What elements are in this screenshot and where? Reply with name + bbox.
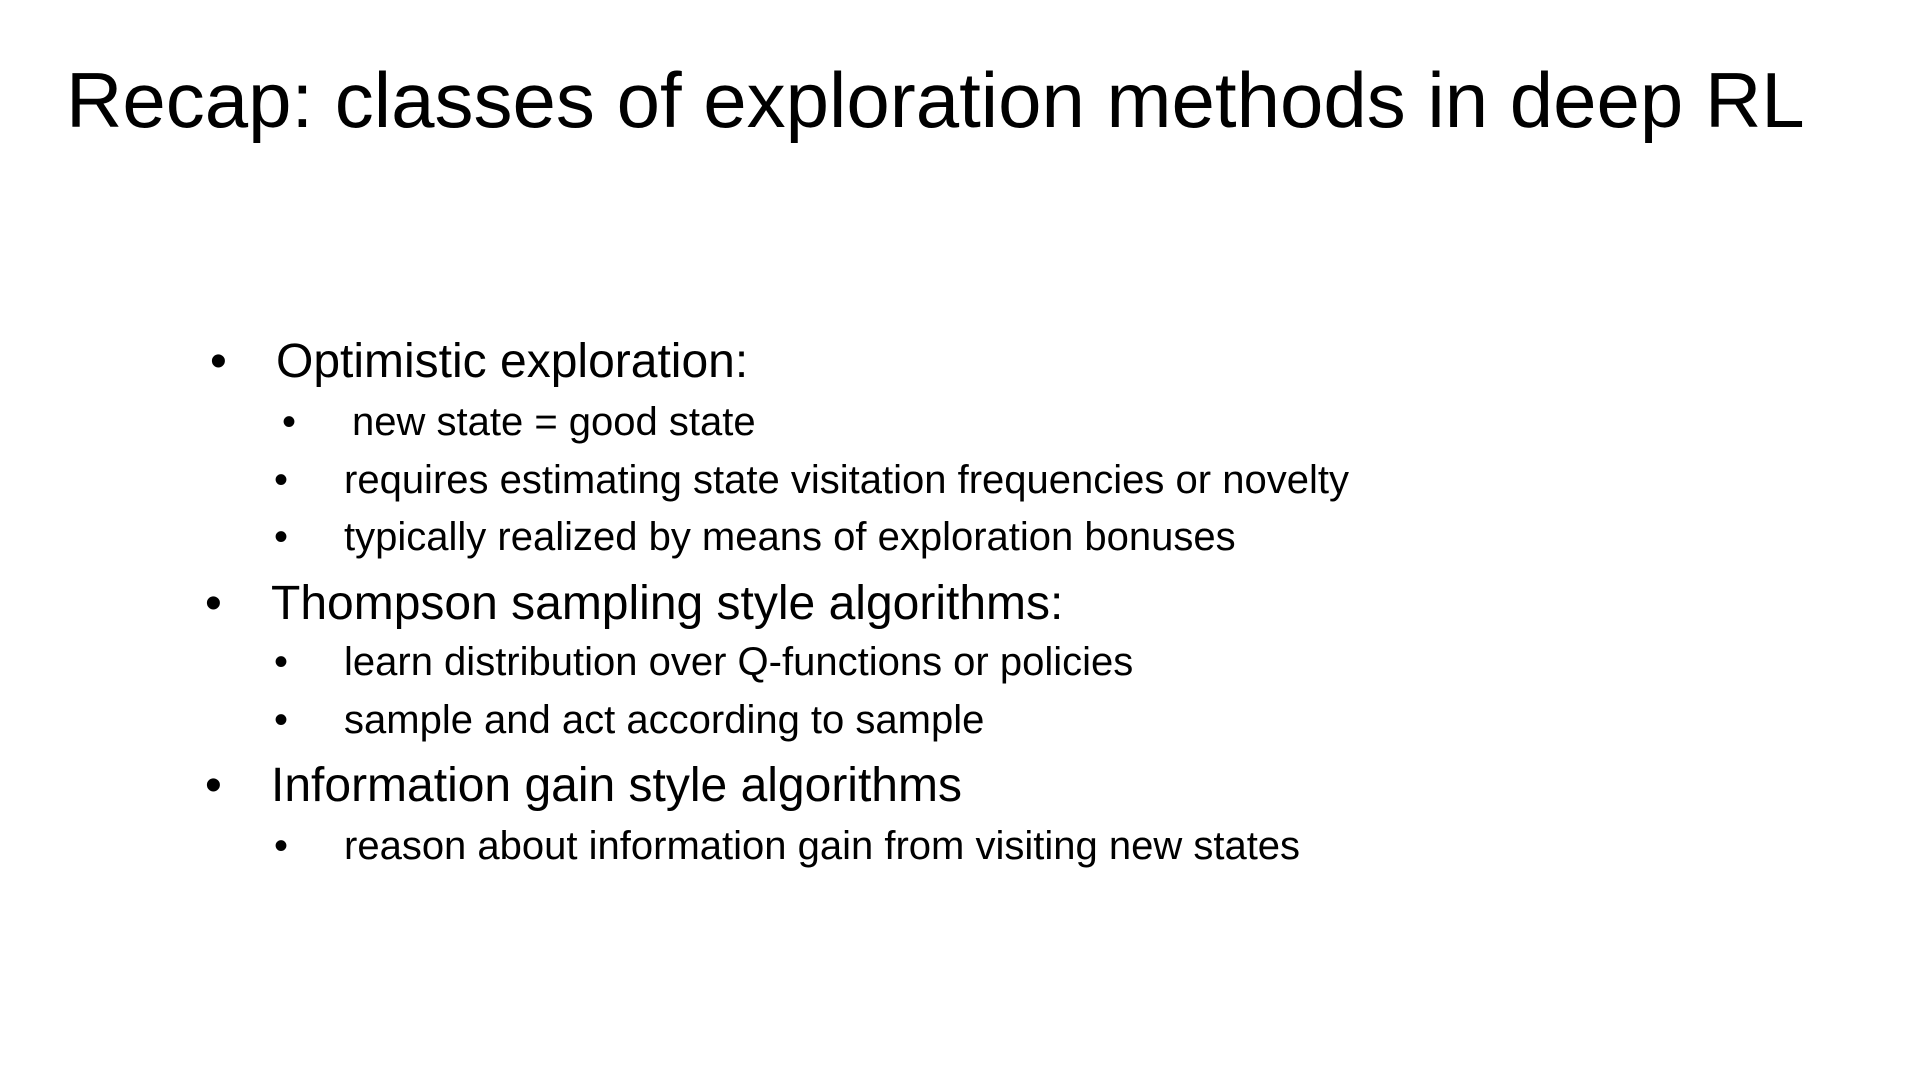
bullet-dot: • xyxy=(210,335,227,388)
bullet-thompson-sampling: • Thompson sampling style algorithms: xyxy=(205,577,1064,630)
bullet-dot: • xyxy=(274,640,289,684)
bullet-heading: Optimistic exploration: xyxy=(276,335,749,388)
bullet-heading: Information gain style algorithms xyxy=(271,759,962,812)
bullet-dot: • xyxy=(274,824,289,868)
bullet-information-gain: • Information gain style algorithms xyxy=(205,759,962,812)
sub-bullet-text: typically realized by means of explorati… xyxy=(344,515,1236,559)
sub-bullet-sample-and-act: • sample and act according to sample xyxy=(274,698,985,742)
bullet-dot: • xyxy=(205,759,222,812)
bullet-dot: • xyxy=(274,698,289,742)
bullet-dot: • xyxy=(274,515,289,559)
bullet-dot: • xyxy=(274,458,289,502)
bullet-dot: • xyxy=(282,400,297,444)
bullet-optimistic-exploration: • Optimistic exploration: xyxy=(210,335,749,388)
bullet-heading: Thompson sampling style algorithms: xyxy=(271,577,1064,630)
slide-title: Recap: classes of exploration methods in… xyxy=(66,56,1805,144)
sub-bullet-text: learn distribution over Q-functions or p… xyxy=(344,640,1134,684)
sub-bullet-new-state: • new state = good state xyxy=(282,400,756,444)
sub-bullet-learn-distribution: • learn distribution over Q-functions or… xyxy=(274,640,1134,684)
sub-bullet-text: new state = good state xyxy=(352,400,756,444)
sub-bullet-exploration-bonuses: • typically realized by means of explora… xyxy=(274,515,1236,559)
sub-bullet-text: sample and act according to sample xyxy=(344,698,985,742)
sub-bullet-text: requires estimating state visitation fre… xyxy=(344,458,1349,502)
bullet-dot: • xyxy=(205,577,222,630)
sub-bullet-visitation-frequencies: • requires estimating state visitation f… xyxy=(274,458,1349,502)
sub-bullet-reason-information-gain: • reason about information gain from vis… xyxy=(274,824,1301,868)
sub-bullet-text: reason about information gain from visit… xyxy=(344,824,1301,868)
